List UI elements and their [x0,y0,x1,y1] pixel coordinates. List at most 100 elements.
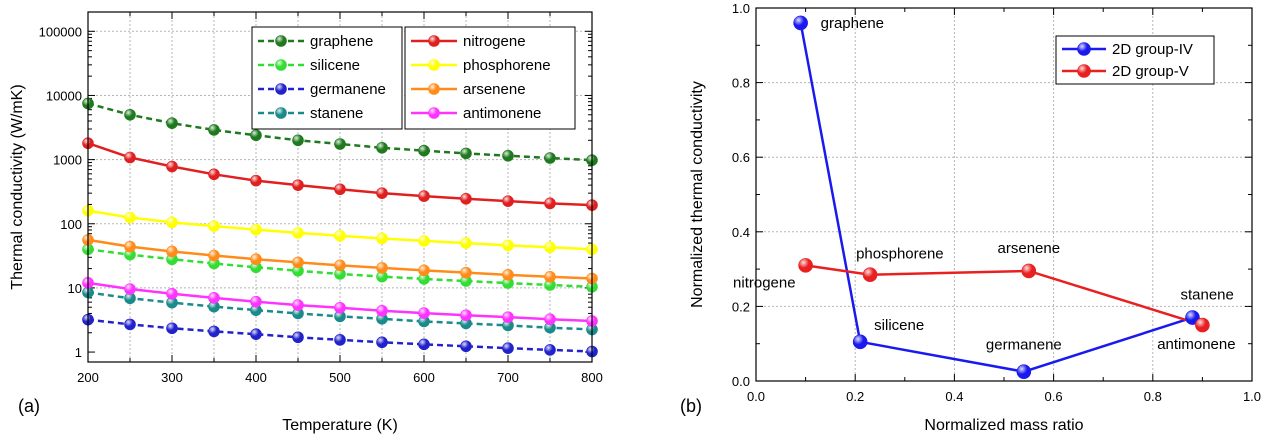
data-point-nitrogene [334,183,346,196]
panel-label: (a) [18,396,40,416]
data-point-graphene [376,141,388,154]
data-point-nitrogene [166,160,178,173]
legend-marker [1077,64,1091,78]
data-point-arsenene [544,271,556,283]
data-point-graphene [460,147,472,160]
x-tick-label: 0.2 [846,389,864,404]
x-tick-label: 0.6 [1045,389,1063,404]
data-point-nitrogene [544,197,556,210]
data-point-phosphorene [418,235,430,247]
x-tick-label: 1.0 [1243,389,1261,404]
data-point-germanene [376,336,388,349]
panel-label: (b) [680,396,702,416]
data-point-antimonene [208,292,220,304]
point-label: graphene [821,15,884,32]
plot-frame [87,11,593,363]
data-point-germanene [124,318,136,331]
x-tick-label: 600 [413,370,435,385]
data-point-graphene [208,124,220,136]
legend-label: stanene [310,105,363,122]
data-point-antimonene [544,313,556,326]
data-point-germanene [502,342,514,354]
y-tick-label: 10 [68,281,82,296]
data-point-arsenene [292,256,304,269]
y-tick-label: 100 [60,217,82,232]
data-point-phosphorene [208,220,220,232]
x-tick-label: 300 [161,370,183,385]
data-point-germanene [418,338,430,351]
y-tick-label: 1000 [53,153,82,168]
data-point-germanene [208,325,220,338]
data-point-nitrogene [292,179,304,191]
point-label: phosphorene [856,246,944,263]
data-point-arsenene [250,253,262,266]
data-point-antimonene [502,311,514,323]
data-point-antimonene [166,287,178,300]
point-label: stanene [1180,287,1233,304]
data-point-graphene [334,138,346,150]
y-tick-label: 0.2 [732,299,750,314]
point-label: nitrogene [733,274,796,291]
legend-label: silicene [310,57,360,74]
data-point-antimonene [250,295,262,308]
chart-b: 0.0 0.2 0.4 0.6 0.8 1.0 0.0 0.2 0.4 0.6 0.8 1.0 grap… [680,1,1261,434]
data-point-phosphorene [166,216,178,229]
data-point-phosphorene [862,267,878,282]
point-label: arsenene [998,240,1061,257]
data-point-arsenene [334,259,346,272]
legend-label: arsenene [463,81,526,98]
plot-frame [755,7,1253,382]
data-point-antimonene [124,283,136,295]
y-tick-label: 0.6 [732,150,750,165]
data-point-arsenene [376,262,388,274]
legend-label: 2D group-IV [1112,41,1193,58]
data-point-arsenene [418,264,430,277]
data-point-nitrogene [798,258,813,273]
data-point-nitrogene [460,192,472,205]
y-tick-label: 0.0 [732,374,750,389]
data-point-graphene [418,144,430,157]
legend-marker [275,83,287,95]
y-tick-label: 100000 [39,24,82,39]
x-tick-label: 500 [329,370,351,385]
x-tick-label: 0.8 [1144,389,1162,404]
series-line-1 [805,264,1203,327]
y-tick-label: 1 [75,345,82,360]
data-point-graphene [292,134,304,147]
data-point-phosphorene [460,237,472,249]
data-point-antimonene [460,309,472,322]
data-point-nitrogene [502,195,514,207]
data-point-phosphorene [502,239,514,252]
y-tick-label: 0.4 [732,225,750,240]
data-point-antimonene [334,301,346,314]
data-point-antimonene [418,307,430,319]
legend-label: graphene [310,33,373,50]
legend-marker [275,35,287,47]
y-tick-label: 0.8 [732,76,750,91]
x-axis-label: Normalized mass ratio [924,417,1083,434]
data-point-nitrogene [418,190,430,202]
y-axis-label: Normalized thermal conductivity [689,81,706,308]
data-point-arsenene [502,269,514,281]
legend-label: germanene [310,81,386,98]
y-tick-label: 10000 [46,88,82,103]
data-point-graphene [166,117,178,129]
data-point-graphene [544,152,556,164]
point-label: germanene [986,337,1062,354]
data-point-nitrogene [124,151,136,164]
legend-label: 2D group-V [1112,63,1189,80]
data-point-arsenene [460,266,472,279]
legend-marker [428,83,440,95]
point-label: antimonene [1157,336,1235,353]
data-point-phosphorene [376,232,388,245]
data-point-arsenene [1021,263,1037,279]
data-point-stanene [1185,310,1200,325]
data-point-germanene [250,328,262,340]
legend-marker [428,59,440,71]
x-axis-label: Temperature (K) [282,417,398,434]
chart-a: 200 300 400 500 600 700 800 1 10 100 1000 10000 1000… [9,11,603,434]
data-point-arsenene [166,245,178,258]
data-point-nitrogene [376,187,388,199]
data-point-germanene [292,331,304,344]
data-point-antimonene [292,299,304,311]
